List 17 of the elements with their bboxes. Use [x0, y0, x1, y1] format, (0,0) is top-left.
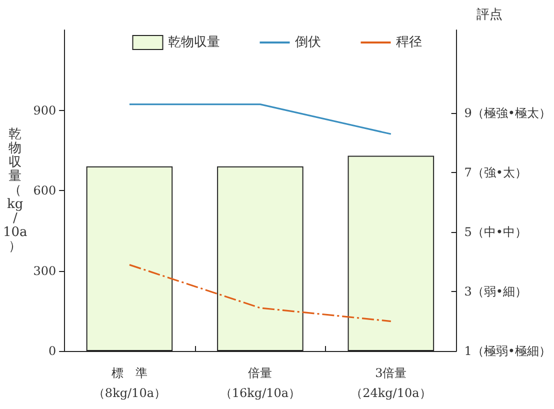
- y-tick-label: 900: [33, 103, 56, 118]
- legend-label: 倒伏: [294, 35, 321, 50]
- y-tick-label: 0: [48, 344, 56, 358]
- x-tick-label: 標 準（8kg/10a）: [92, 366, 166, 400]
- x-tick-label: 倍量（16kg/10a）: [220, 366, 301, 400]
- y-tick-label: 600: [33, 184, 56, 198]
- y2-tick-label: 7（強•太）: [464, 166, 528, 180]
- y2-tick-label: 9（極強•極太）: [464, 106, 552, 120]
- y2-tick-label: 1（極弱•極細）: [464, 344, 552, 358]
- text: 乾物収量（kg/10a）: [3, 127, 28, 254]
- legend-label: 稈径: [396, 35, 422, 50]
- y-tick-label: 300: [33, 264, 56, 278]
- y2-tick-label: 3（弱•細）: [464, 284, 528, 299]
- x-tick-label: 3倍量（24kg/10a）: [350, 366, 432, 400]
- legend-label: 乾物収量: [168, 35, 220, 50]
- y2-tick-label: 5（中•中）: [464, 225, 528, 240]
- y2-axis-title: 評点: [476, 8, 502, 22]
